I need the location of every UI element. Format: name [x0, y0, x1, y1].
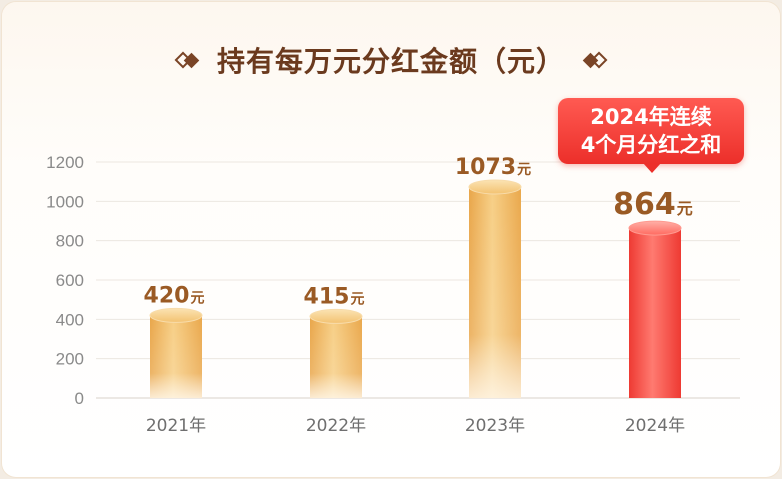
bar: [149, 307, 203, 398]
value-number: 864: [613, 187, 676, 222]
chart-title: 持有每万元分红金额（元）: [216, 45, 565, 78]
y-tick-label: 600: [56, 271, 84, 290]
y-tick-label: 400: [56, 310, 84, 329]
x-category-label: 2021年: [146, 416, 206, 436]
value-unit: 元: [190, 290, 204, 306]
highlight-callout: 2024年连续 4个月分红之和: [558, 98, 744, 173]
value-number: 415: [304, 284, 350, 309]
y-tick-label: 1200: [46, 153, 84, 172]
title-row: 持有每万元分红金额（元）: [0, 36, 782, 84]
bar-fade: [150, 315, 202, 398]
bar-cap: [309, 308, 363, 324]
y-tick-label: 0: [75, 389, 84, 408]
bar-cap: [468, 179, 522, 195]
x-category-label: 2022年: [306, 416, 366, 436]
y-tick-label: 200: [56, 350, 84, 369]
y-tick-label: 1000: [46, 192, 84, 211]
bars: [149, 179, 682, 398]
value-unit: 元: [677, 199, 693, 218]
y-tick-label: 800: [56, 232, 84, 251]
value-label: 420元: [144, 283, 205, 308]
bar-cap: [149, 307, 203, 323]
value-number: 420: [144, 283, 190, 308]
value-unit: 元: [350, 291, 364, 307]
callout-line-2: 4个月分红之和: [580, 133, 722, 157]
bar: [309, 308, 363, 398]
x-category-label: 2024年: [625, 416, 685, 436]
value-label: 415元: [304, 284, 365, 309]
value-label: 1073元: [455, 155, 531, 180]
bar-cap: [628, 220, 682, 236]
value-unit: 元: [517, 162, 531, 178]
x-category-label: 2023年: [465, 416, 525, 436]
bar-fade: [469, 186, 521, 398]
y-axis-ticks: 0 200 400 600 800 1000 1200: [46, 153, 84, 408]
callout-line-1: 2024年连续: [590, 105, 712, 129]
bar-fade: [310, 316, 362, 398]
x-axis-categories: 2021年 2022年 2023年 2024年: [146, 416, 685, 436]
value-label: 864元: [613, 187, 693, 222]
value-number: 1073: [455, 155, 516, 180]
bar-highlight: [628, 220, 682, 398]
bar: [468, 179, 522, 398]
bar-body: [629, 228, 681, 398]
